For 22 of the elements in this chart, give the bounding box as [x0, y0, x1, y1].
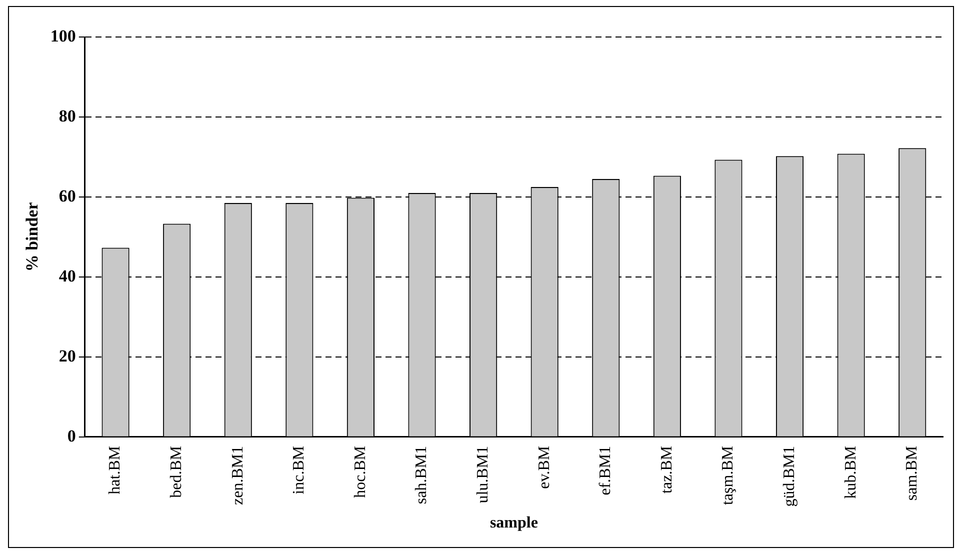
x-axis-title: sample [490, 514, 538, 532]
x-tick-label: taşm.BM [720, 446, 737, 506]
x-tick-label: zen.BM1 [229, 446, 246, 506]
x-tick-label: ulu.BM1 [474, 446, 492, 504]
x-tick-label: güd.BM1 [780, 446, 798, 507]
y-tick-label: 100 [50, 26, 76, 46]
x-tick-label: ev.BM [536, 446, 553, 489]
x-tick-label: taz.BM [658, 446, 676, 494]
y-tick-label: 60 [58, 186, 76, 206]
x-tick-label: ef.BM1 [597, 446, 614, 496]
y-tick-label: 0 [67, 426, 76, 446]
x-tick-label: hoc.BM [352, 446, 369, 498]
y-tick-label: 40 [58, 266, 76, 286]
x-tick-label: kub.BM [842, 446, 860, 499]
x-tick-label: bed.BM [168, 446, 186, 498]
y-axis-title: % binder [22, 202, 42, 272]
y-tick-label: 20 [58, 346, 76, 366]
x-tick-label: inc.BM [290, 446, 308, 494]
y-tick-label: 80 [58, 106, 76, 126]
x-tick-label: sam.BM [904, 446, 921, 501]
x-tick-label: sah.BM1 [413, 446, 430, 504]
x-tick-label: hat.BM [106, 446, 124, 494]
